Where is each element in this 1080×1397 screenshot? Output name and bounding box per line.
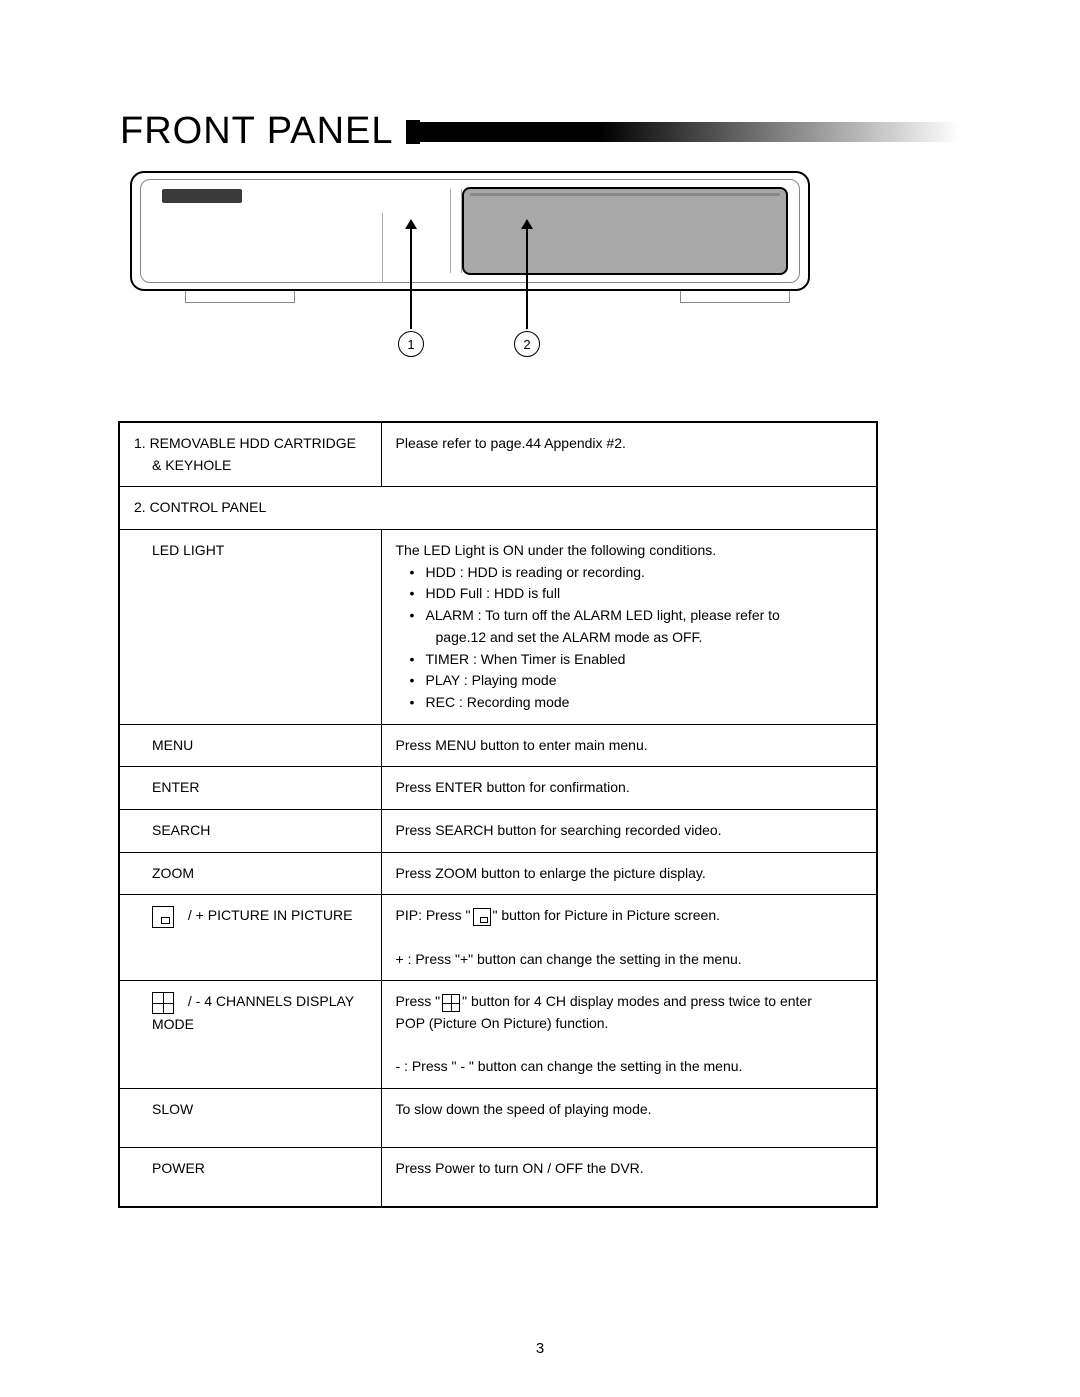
row-enter-d-btn: ENTER xyxy=(435,779,482,795)
row-slow-desc: To slow down the speed of playing mode. xyxy=(396,1101,652,1117)
row-search-label: SEARCH xyxy=(134,820,367,842)
callout-circle-2: 2 xyxy=(514,331,540,357)
row-led-label: LED LIGHT xyxy=(134,540,367,562)
row-zoom-d-pre: Press xyxy=(396,865,436,881)
row-menu-d-post: button to enter main menu. xyxy=(476,737,647,753)
row-quad-l2: - : Press " - " button can change the se… xyxy=(396,1056,863,1078)
row-hdd-label-2: & KEYHOLE xyxy=(134,455,367,477)
led-bullet: HDD : HDD is reading or recording. xyxy=(396,562,863,584)
callout-circle-1: 1 xyxy=(398,331,424,357)
row-power-label: POWER xyxy=(134,1158,367,1180)
row-search-d-btn: SEARCH xyxy=(435,822,493,838)
row-pip-label: / + PICTURE IN PICTURE xyxy=(184,907,352,923)
table-row: ZOOM Press ZOOM button to enlarge the pi… xyxy=(119,852,877,895)
row-power-desc: Press Power to turn ON / OFF the DVR. xyxy=(396,1160,644,1176)
table-row: MENU Press MENU button to enter main men… xyxy=(119,724,877,767)
front-panel-diagram: 1 2 xyxy=(130,171,810,381)
row-zoom-d-post: button to enlarge the picture display. xyxy=(477,865,706,881)
table-row: LED LIGHT The LED Light is ON under the … xyxy=(119,530,877,725)
table-row: 1. REMOVABLE HDD CARTRIDGE & KEYHOLE Ple… xyxy=(119,422,877,487)
row-pip-l1b: " button for Picture in Picture screen. xyxy=(493,907,721,923)
row-search-d-post: button for searching recorded video. xyxy=(494,822,722,838)
pip-icon xyxy=(473,908,491,926)
row-hdd-label-1: 1. REMOVABLE HDD CARTRIDGE xyxy=(134,433,367,455)
page-number: 3 xyxy=(0,1340,1080,1357)
table-row: POWER Press Power to turn ON / OFF the D… xyxy=(119,1147,877,1206)
led-bullet-sub: page.12 and set the ALARM mode as OFF. xyxy=(396,627,863,649)
row-enter-d-pre: Press xyxy=(396,779,436,795)
quad-icon xyxy=(442,994,460,1012)
table-row: / + PICTURE IN PICTURE PIP: Press " " but… xyxy=(119,895,877,981)
row-menu-d-pre: Press xyxy=(396,737,436,753)
led-bullet: HDD Full : HDD is full xyxy=(396,583,863,605)
row-quad-l1a: Press " xyxy=(396,993,441,1009)
callout-number-1: 1 xyxy=(407,337,414,352)
section-heading-row: FRONT PANEL xyxy=(120,110,960,153)
section-heading: FRONT PANEL xyxy=(120,110,394,153)
quad-icon xyxy=(152,992,174,1014)
table-row: SEARCH Press SEARCH button for searching… xyxy=(119,809,877,852)
row-menu-label: MENU xyxy=(134,735,367,757)
row-quad-l1b: " button for 4 CH display modes and pres… xyxy=(462,993,812,1009)
table-row: 2. CONTROL PANEL xyxy=(119,487,877,530)
front-panel-table: 1. REMOVABLE HDD CARTRIDGE & KEYHOLE Ple… xyxy=(118,421,878,1208)
table-row: SLOW To slow down the speed of playing m… xyxy=(119,1089,877,1148)
row-slow-label: SLOW xyxy=(134,1099,367,1121)
led-bullet: ALARM : To turn off the ALARM LED light,… xyxy=(396,605,863,627)
row-led-intro: The LED Light is ON under the following … xyxy=(396,540,863,562)
row-pip-l2: + : Press "+" button can change the sett… xyxy=(396,949,863,971)
heading-gradient-bar xyxy=(406,122,960,142)
row-menu-d-btn: MENU xyxy=(435,737,476,753)
hdd-slot-icon xyxy=(162,189,242,203)
callout-number-2: 2 xyxy=(523,337,530,352)
row-pip-l1a: PIP: Press " xyxy=(396,907,471,923)
row-hdd-desc: Please refer to page.44 Appendix #2. xyxy=(396,435,626,451)
callout-arrow-1 xyxy=(410,221,412,329)
control-panel-area xyxy=(462,187,788,275)
row-zoom-label: ZOOM xyxy=(134,863,367,885)
row-quad-l1c: POP (Picture On Picture) function. xyxy=(396,1013,863,1035)
table-row: / - 4 CHANNELS DISPLAY MODE Press " " but… xyxy=(119,981,877,1089)
led-bullet: REC : Recording mode xyxy=(396,692,863,714)
row-control-panel-label: 2. CONTROL PANEL xyxy=(134,499,266,515)
row-enter-label: ENTER xyxy=(134,777,367,799)
table-row: ENTER Press ENTER button for confirmatio… xyxy=(119,767,877,810)
row-quad-label: / - 4 CHANNELS DISPLAY MODE xyxy=(152,993,354,1031)
device-outline xyxy=(130,171,810,291)
pip-icon xyxy=(152,906,174,928)
row-search-d-pre: Press xyxy=(396,822,436,838)
led-bullet: PLAY : Playing mode xyxy=(396,670,863,692)
row-enter-d-post: button for confirmation. xyxy=(483,779,630,795)
row-zoom-d-btn: ZOOM xyxy=(435,865,477,881)
led-bullet: TIMER : When Timer is Enabled xyxy=(396,649,863,671)
callout-arrow-2 xyxy=(526,221,528,329)
